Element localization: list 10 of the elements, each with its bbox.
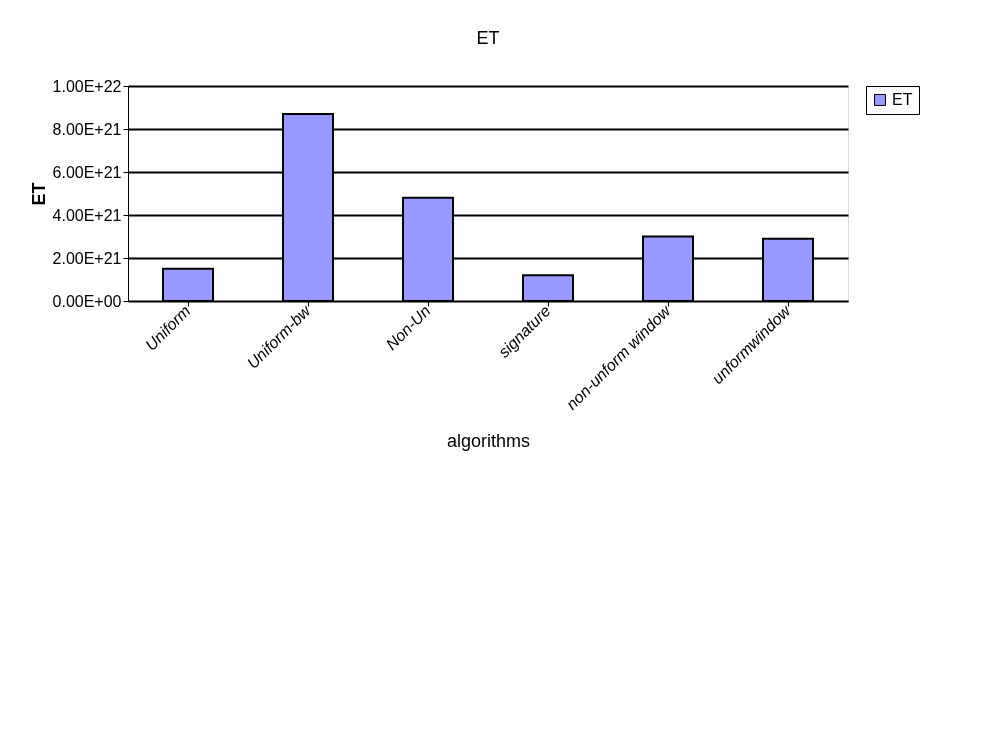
y-tick-label: 4.00E+21 [52, 206, 122, 224]
y-tick-label: 6.00E+21 [52, 163, 122, 181]
y-tick-label: 0.00E+00 [52, 292, 122, 310]
y-axis-title: ET [28, 182, 49, 206]
chart-title: ET [476, 28, 500, 48]
y-tick-label: 2.00E+21 [52, 249, 122, 267]
legend-label: ET [892, 91, 913, 108]
x-axis-title: algorithms [446, 430, 531, 451]
y-tick-label: 8.00E+21 [52, 120, 122, 138]
y-tick-label: 1.00E+22 [52, 77, 122, 95]
